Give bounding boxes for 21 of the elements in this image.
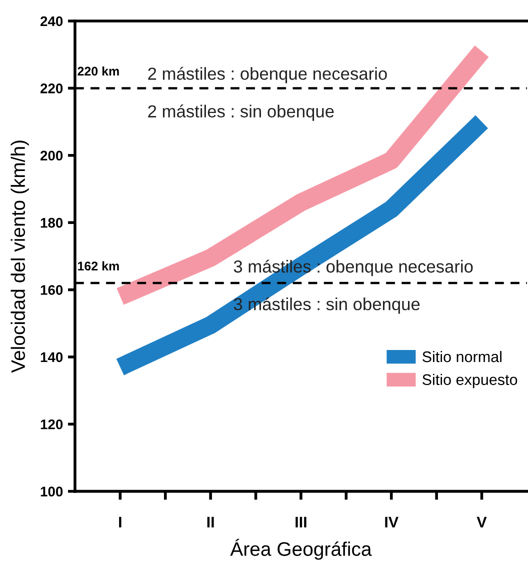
annotation: 2 mástiles : sin obenque — [148, 104, 334, 121]
x-tick-label: I — [119, 516, 122, 528]
y-tick-label: 160 — [40, 285, 63, 295]
y-tick-label: 220 — [40, 84, 63, 94]
y-tick-label: 240 — [40, 16, 63, 26]
x-tick-label: II — [207, 516, 214, 528]
legend-label: Sitio normal — [422, 350, 502, 362]
x-tick-label: IV — [385, 516, 398, 528]
ref-line-label: 220 km — [78, 66, 119, 76]
x-tick-label: III — [296, 516, 306, 528]
y-tick-label: 180 — [40, 218, 63, 228]
x-axis-title: Área Geográfica — [230, 538, 372, 560]
legend-label: Sitio expuesto — [422, 374, 518, 388]
y-tick-label: 120 — [40, 419, 63, 430]
ref-line-label: 162 km — [78, 261, 119, 270]
y-tick-label: 200 — [40, 150, 63, 161]
y-tick-label: 100 — [40, 486, 63, 496]
y-tick-label: 140 — [40, 352, 63, 362]
annotation: 2 mástiles : obenque necesario — [148, 66, 387, 84]
y-axis-title: Velocidad del viento (km/h) — [10, 140, 29, 373]
x-tick-label: V — [476, 516, 487, 528]
